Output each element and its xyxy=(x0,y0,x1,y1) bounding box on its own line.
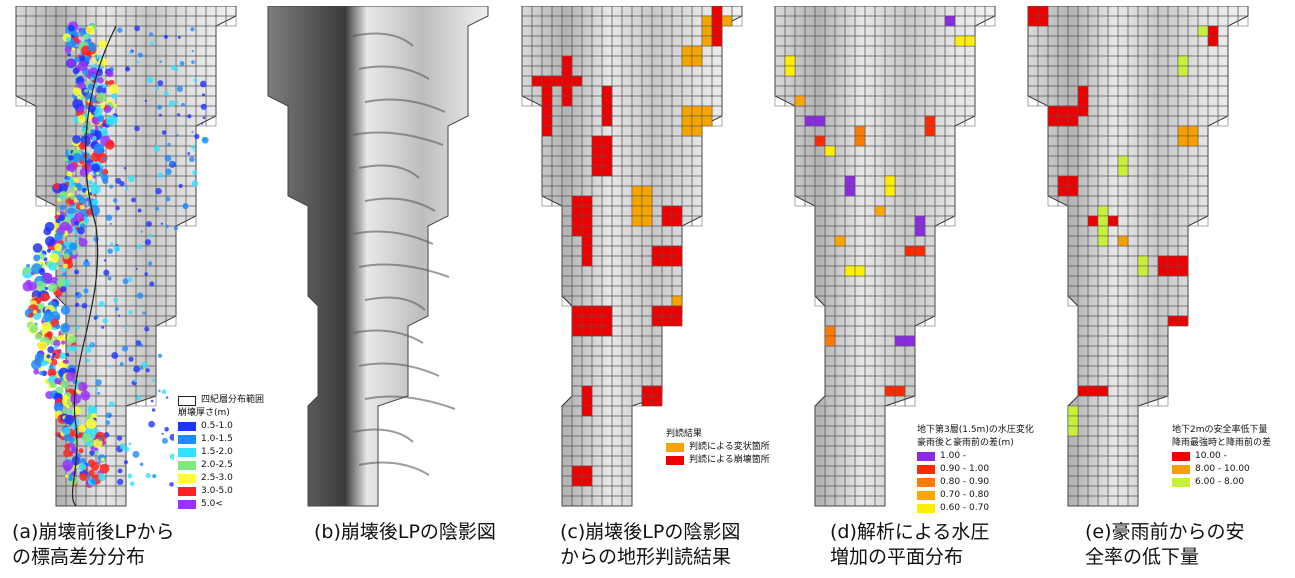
legend-item: 1.0-1.5 xyxy=(178,434,264,445)
legend-item: 0.60 - 0.70 xyxy=(917,503,1034,514)
panel-d-water-pressure-map: 地下第3層(1.5m)の水圧変化 豪雨後と豪雨前の差(m) 1.00 -0.90… xyxy=(765,6,1038,519)
pressure-cells-2 xyxy=(814,115,936,397)
legend-item: 6.00 - 8.00 xyxy=(1172,477,1271,488)
panel-c-legend: 判読結果 判読による変状箇所 判読による崩壊箇所 xyxy=(662,426,774,471)
legend-label: 6.00 - 8.00 xyxy=(1195,477,1245,487)
panel-a-legend: 四紀層分布範囲 崩壊厚さ(m) 0.5-1.0 1.0-1.5 1.5-2.0 2.0… xyxy=(174,390,269,515)
panel-e-grid-map xyxy=(1027,6,1249,507)
panel-c-interpretation-map: 判読結果 判読による変状箇所 判読による崩壊箇所 xyxy=(512,6,774,514)
pressure-cells-3 xyxy=(824,125,866,347)
hillshade-area xyxy=(267,6,489,507)
legend-item: 0.5-1.0 xyxy=(178,421,264,432)
legend-swatch xyxy=(666,456,684,465)
legend-item: 0.80 - 0.90 xyxy=(917,477,1034,488)
legend-item: 5.0< xyxy=(178,499,264,510)
legend-swatch xyxy=(1172,465,1190,474)
legend-label: 0.70 - 0.80 xyxy=(940,490,990,500)
legend-label: 0.80 - 0.90 xyxy=(940,477,990,487)
pressure-cells-5 xyxy=(784,35,976,277)
legend-item: 1.5-2.0 xyxy=(178,447,264,458)
legend-swatch xyxy=(178,448,196,457)
legend-swatch xyxy=(178,500,196,509)
legend-swatch xyxy=(178,487,196,496)
panel-d-grid-map xyxy=(774,6,996,507)
legend-item: 0.70 - 0.80 xyxy=(917,490,1034,501)
legend-swatch xyxy=(917,491,935,500)
legend-outline-label: 四紀層分布範囲 xyxy=(201,395,265,405)
legend-item: 0.90 - 1.00 xyxy=(917,464,1034,475)
legend-swatch xyxy=(178,435,196,444)
legend-label: 1.5-2.0 xyxy=(201,447,233,457)
legend-item: 8.00 - 10.00 xyxy=(1172,464,1271,475)
legend-item: 1.00 - xyxy=(917,451,1034,462)
legend-swatch xyxy=(917,452,935,461)
elevation-difference-overlay xyxy=(22,21,209,488)
pressure-cells-4 xyxy=(794,95,886,247)
legend-label: 0.60 - 0.70 xyxy=(940,503,990,513)
legend-swatch xyxy=(1172,452,1190,461)
pressure-cells-1 xyxy=(804,15,956,347)
channel-line xyxy=(71,25,117,507)
panel-c-grid-map xyxy=(521,6,743,507)
legend-swatch xyxy=(178,461,196,470)
panel-e-safety-factor-map: 地下2mの安全率低下量 降雨最強時と降雨前の差 10.00 -8.00 - 10… xyxy=(1018,6,1276,514)
legend-label: 判読による変状箇所 xyxy=(689,442,770,452)
panel-d-caption: (d)解析による水圧 増加の平面分布 xyxy=(830,521,990,568)
legend-item: 2.5-3.0 xyxy=(178,473,264,484)
legend-item: 判読による崩壊箇所 xyxy=(666,455,770,466)
collapse-cells xyxy=(531,6,723,487)
legend-swatch xyxy=(917,465,935,474)
legend-label: 判読による崩壊箇所 xyxy=(689,455,770,465)
legend-item: 2.0-2.5 xyxy=(178,460,264,471)
legend-swatch xyxy=(917,478,935,487)
outline-swatch xyxy=(178,395,196,406)
legend-label: 0.5-1.0 xyxy=(201,421,233,431)
legend-label: 1.0-1.5 xyxy=(201,434,233,444)
panel-a-grid-map xyxy=(15,6,237,507)
legend-item: 3.0-5.0 xyxy=(178,486,264,497)
panel-d-legend: 地下第3層(1.5m)の水圧変化 豪雨後と豪雨前の差(m) 1.00 -0.90… xyxy=(913,422,1038,519)
legend-label: 2.5-3.0 xyxy=(201,473,233,483)
legend-label: 0.90 - 1.00 xyxy=(940,464,990,474)
ridge-shading xyxy=(352,32,456,476)
legend-title: 崩壊厚さ(m) xyxy=(178,408,230,418)
legend-item: 判読による変状箇所 xyxy=(666,442,770,453)
legend-swatch xyxy=(1172,478,1190,487)
safety-cells-8 xyxy=(1117,125,1199,247)
legend-swatch xyxy=(178,474,196,483)
panel-e-caption: (e)豪雨前からの安 全率の低下量 xyxy=(1085,521,1245,568)
panel-c-caption: (c)崩壊後LPの陰影図 からの地形判読結果 xyxy=(560,521,741,568)
legend-label: 5.0< xyxy=(201,499,223,509)
panel-a-caption: (a)崩壊前後LPから の標高差分分布 xyxy=(12,521,175,568)
panel-b-hillshade-map xyxy=(258,6,503,514)
panel-b-hillshade-image xyxy=(267,6,489,507)
panel-e-legend: 地下2mの安全率低下量 降雨最強時と降雨前の差 10.00 -8.00 - 10… xyxy=(1168,422,1276,493)
panel-b-caption: (b)崩壊後LPの陰影図 xyxy=(314,521,496,543)
legend-label: 3.0-5.0 xyxy=(201,486,233,496)
legend-label: 8.00 - 10.00 xyxy=(1195,464,1250,474)
legend-label: 1.00 - xyxy=(940,451,967,461)
legend-swatch xyxy=(178,422,196,431)
legend-label: 10.00 - xyxy=(1195,451,1227,461)
legend-label: 2.0-2.5 xyxy=(201,460,233,470)
panel-a-elevation-difference-map: 四紀層分布範囲 崩壊厚さ(m) 0.5-1.0 1.0-1.5 1.5-2.0 2.0… xyxy=(6,6,269,515)
legend-swatch xyxy=(666,443,684,452)
legend-item: 10.00 - xyxy=(1172,451,1271,462)
legend-swatch xyxy=(917,504,935,513)
safety-cells-6 xyxy=(1067,25,1209,437)
safety-cells-10 xyxy=(1027,6,1219,397)
